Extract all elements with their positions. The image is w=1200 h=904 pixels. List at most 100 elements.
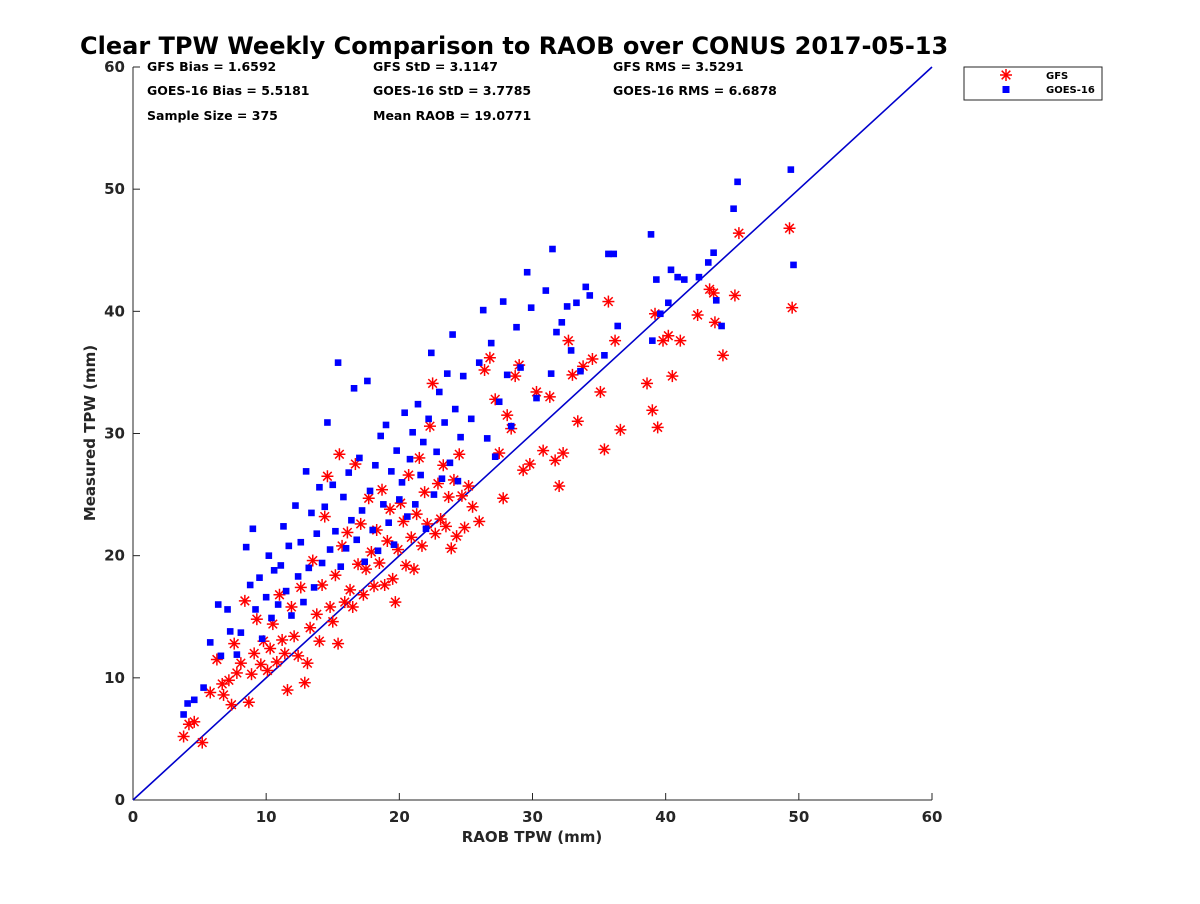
gfs-point: [562, 334, 575, 347]
goes16-point: [190, 696, 198, 704]
legend: GFS GOES-16: [963, 66, 1103, 101]
gfs-point: [324, 600, 337, 613]
gfs-point: [368, 580, 381, 593]
goes16-point: [377, 432, 384, 440]
goes16-point: [712, 297, 720, 304]
goes16-point: [553, 328, 560, 336]
goes16-point: [372, 461, 379, 469]
gfs-point: [537, 444, 550, 457]
gfs-point: [674, 334, 687, 347]
x-tick-label: 0: [128, 808, 138, 826]
legend-gfs-label: GFS: [1046, 71, 1068, 82]
goes16-point: [369, 526, 376, 534]
gfs-point: [455, 489, 468, 502]
goes16-point: [425, 415, 432, 423]
goes16-point: [206, 639, 214, 646]
goes16-point: [404, 513, 411, 520]
chart-title: Clear TPW Weekly Comparison to RAOB over…: [80, 32, 948, 60]
x-tick-label: 20: [389, 808, 410, 826]
gfs-point: [594, 385, 607, 398]
goes16-point: [382, 421, 390, 429]
goes16-point: [249, 525, 257, 533]
y-tick-label: 30: [104, 425, 125, 443]
gfs-point: [666, 370, 679, 383]
gfs-point: [458, 521, 471, 534]
y-tick-label: 20: [104, 547, 125, 565]
goes16-point: [567, 347, 575, 354]
gfs-point: [338, 596, 351, 609]
goes16-point: [265, 552, 273, 559]
goes16-point: [242, 543, 250, 551]
gfs-point: [276, 633, 289, 646]
legend-gfs-marker: [1000, 69, 1012, 81]
goes16-point: [558, 319, 566, 326]
goes16-point: [459, 372, 467, 380]
goes16-point: [681, 276, 688, 283]
gfs-point: [384, 503, 397, 516]
gfs-point: [662, 329, 675, 342]
gfs-point: [245, 668, 258, 681]
y-axis-label: Measured TPW (mm): [81, 345, 99, 521]
goes16-point: [288, 612, 295, 619]
gfs-point: [360, 563, 373, 576]
gfs-point: [354, 517, 367, 530]
goes16-point: [217, 652, 225, 660]
one-to-one-line-group: [132, 66, 933, 801]
gfs-point: [786, 301, 799, 314]
goes16-point: [533, 394, 540, 402]
goes16-point: [582, 283, 590, 291]
goes16-point: [329, 481, 337, 489]
goes16-point: [487, 339, 495, 347]
goes16-point: [523, 268, 531, 276]
gfs-point: [466, 500, 479, 513]
goes16-point: [547, 370, 555, 377]
gfs-point: [405, 531, 418, 544]
legend-goes16-label: GOES-16: [1046, 85, 1095, 96]
goes16-point: [398, 479, 406, 486]
gfs-point: [566, 368, 579, 381]
gfs-point: [378, 578, 391, 591]
goes16-point: [406, 455, 414, 463]
gfs-point: [332, 637, 345, 650]
goes16-point: [577, 367, 584, 375]
gfs-point: [238, 594, 251, 607]
goes16-point: [503, 371, 511, 379]
goes16-point: [665, 299, 672, 307]
goes16-point: [647, 231, 655, 238]
gfs-point: [707, 287, 720, 300]
gfs-point: [352, 558, 365, 571]
gfs-point: [442, 491, 455, 504]
goes16-point: [605, 250, 612, 258]
x-tick-label: 30: [522, 808, 543, 826]
gfs-point: [462, 480, 475, 493]
gfs-point: [691, 308, 704, 321]
gfs-point: [543, 390, 556, 403]
gfs-point: [270, 655, 283, 668]
gfs-point: [362, 492, 375, 505]
gfs-point: [410, 508, 423, 521]
goes16-point: [385, 519, 392, 526]
goes16-point: [350, 384, 358, 392]
goes16-point: [358, 507, 366, 514]
goes16-point: [414, 400, 422, 408]
gfs-point: [365, 546, 378, 559]
goes16-point: [361, 558, 369, 566]
gfs-point: [509, 370, 522, 383]
goes16-point: [280, 523, 287, 530]
goes16-point: [396, 496, 403, 503]
goes-std-text: GOES-16 StD = 3.7785: [373, 83, 531, 98]
goes16-point: [305, 564, 313, 572]
goes16-point: [563, 303, 571, 310]
goes16-point: [233, 651, 241, 658]
goes16-point: [499, 298, 507, 305]
x-tick-label: 60: [922, 808, 943, 826]
goes16-point: [730, 205, 737, 213]
goes16-point: [277, 562, 285, 569]
goes16-point: [427, 349, 435, 357]
goes16-point: [318, 559, 326, 567]
goes16-point: [542, 287, 550, 294]
goes-bias-text: GOES-16 Bias = 5.5181: [147, 83, 309, 98]
gfs-point: [376, 483, 389, 496]
goes16-point: [334, 359, 342, 366]
gfs-point: [423, 420, 436, 433]
